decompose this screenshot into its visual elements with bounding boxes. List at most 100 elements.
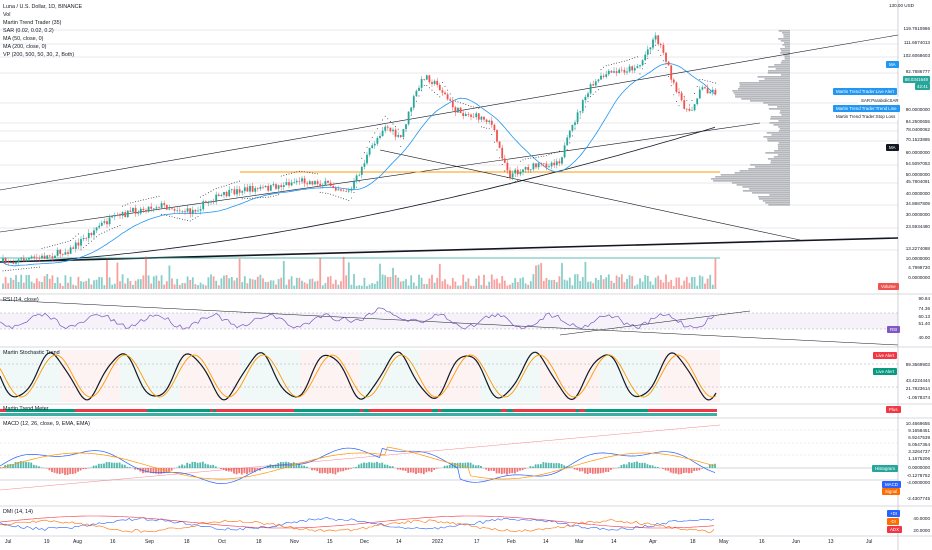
meter-cell-bottom [435, 413, 438, 416]
candle-body [54, 255, 56, 258]
meter-cell-top [93, 409, 96, 412]
macd-pane-label[interactable]: MACD (12, 26, close, 9, EMA, EMA) [3, 421, 90, 427]
macd-bar [454, 462, 456, 468]
sar-dot [397, 128, 399, 130]
mdi-tag[interactable]: -DI [887, 518, 899, 525]
macd-bar [594, 468, 597, 474]
ma-tag[interactable]: MA [886, 61, 899, 68]
sar-dot [59, 243, 61, 245]
signal-tag[interactable]: Signal [882, 488, 901, 495]
vp-bar [778, 142, 790, 144]
stop-loss-tag[interactable]: Martin Trend Trader:Stop Loss [833, 113, 899, 120]
macd-bar [144, 468, 147, 473]
sar-dot [327, 193, 329, 195]
symbol-title[interactable]: Luna / U.S. Dollar, 1D, BINANCE [3, 4, 83, 10]
candle-body [225, 191, 228, 197]
legend-sar[interactable]: SAR (0.02, 0.02, 0.2) [3, 28, 54, 34]
meter-pane-label[interactable]: Martin Trend Meter [3, 406, 49, 412]
candle-body [696, 98, 699, 105]
sar-dot [301, 170, 303, 172]
macd-bar [604, 468, 607, 472]
candle-body [529, 169, 532, 171]
volume-bar [594, 277, 597, 289]
macd-tag[interactable]: MACD [882, 481, 901, 488]
vp-bar [782, 32, 790, 34]
candle-body [207, 202, 210, 204]
sar-dot [70, 240, 72, 241]
meter-cell-top [648, 409, 651, 412]
adx-tag[interactable]: ADX [887, 526, 903, 533]
candle-body [93, 230, 95, 236]
volume-bar [680, 285, 683, 289]
meter-cell-bottom [465, 413, 468, 416]
macd-bar [14, 462, 17, 468]
meter-cell-top [588, 409, 591, 412]
candle-body [267, 185, 270, 191]
meter-cell-bottom [705, 413, 708, 416]
vp-bar [778, 130, 790, 132]
meter-cell-bottom [288, 413, 291, 416]
sar-dot [192, 218, 194, 220]
stoch-pane-label[interactable]: Martin Stochastic Trend [3, 350, 60, 356]
meter-cell-bottom [654, 413, 657, 416]
stoch-live-alert-green[interactable]: Live Alert [873, 368, 898, 375]
candle-body [134, 207, 137, 214]
pdi-tag[interactable]: +DI [887, 510, 900, 517]
volume-bar [85, 280, 88, 289]
meter-cell-bottom [48, 413, 51, 416]
volume-bar [223, 275, 225, 289]
meter-cell-top [654, 409, 657, 412]
candle-body [488, 120, 491, 123]
volume-bar [116, 262, 119, 289]
macd-bar [149, 468, 152, 474]
volume-bar [501, 275, 504, 289]
live-alert-tag[interactable]: Martin Trend Trader:Live Alert [833, 88, 897, 95]
sar-dot [116, 226, 118, 227]
candle-body [623, 69, 626, 73]
sar-dot [647, 57, 649, 59]
meter-cell-bottom [9, 413, 12, 416]
sar-dot [28, 267, 30, 269]
dmi-pane-label[interactable]: DMI (14, 14) [3, 509, 33, 515]
plus-tag[interactable]: Plus [886, 406, 901, 413]
rsi-tag[interactable]: RSI [887, 326, 901, 333]
meter-cell-bottom [225, 413, 228, 416]
legend-trend-trader[interactable]: Martin Trend Trader (35) [3, 20, 62, 26]
meter-cell-bottom [651, 413, 654, 416]
sar-dot [644, 63, 646, 65]
meter-cell-top [291, 409, 294, 412]
volume-bar [347, 262, 350, 289]
meter-cell-top [99, 409, 102, 412]
sar-dot [655, 44, 657, 46]
ma200-tag[interactable]: MA [886, 144, 899, 151]
meter-cell-top [216, 409, 219, 412]
legend-vol[interactable]: Vol [3, 12, 11, 18]
meter-cell-bottom [192, 413, 195, 416]
candle-body [334, 187, 337, 191]
meter-cell-top [147, 409, 150, 412]
macd-bar [342, 468, 345, 472]
candle-body [615, 71, 618, 73]
legend-ma50[interactable]: MA (50, close, 0) [3, 36, 44, 42]
candle-body [641, 60, 644, 66]
sar-tag[interactable]: SAR:ParabolicSAR [858, 97, 902, 104]
meter-cell-bottom [390, 413, 393, 416]
price-level: 54.5097053 [905, 161, 930, 166]
volume-bar [600, 275, 602, 289]
rsi-pane-label[interactable]: RSI (14, close) [3, 297, 39, 303]
stoch-live-alert-red[interactable]: Live Alert [873, 352, 898, 359]
volume-tag[interactable]: Volume [878, 283, 899, 290]
candle-body [30, 256, 33, 259]
trend-line-tag[interactable]: Martin Trend Trader:Trend Line [833, 105, 900, 112]
volume-bar [30, 281, 33, 289]
meter-cell-bottom [258, 413, 261, 416]
volume-bar [124, 283, 127, 289]
x-label: Nov [290, 539, 299, 545]
legend-ma200[interactable]: MA (200, close, 0) [3, 44, 47, 50]
volume-bar [581, 277, 584, 289]
legend-vp[interactable]: VP (200, 500, 50, 30, 2, Both) [3, 52, 75, 58]
histogram-tag[interactable]: Histogram [872, 465, 899, 472]
macd-bar [152, 468, 155, 474]
macd-bar [324, 468, 326, 473]
